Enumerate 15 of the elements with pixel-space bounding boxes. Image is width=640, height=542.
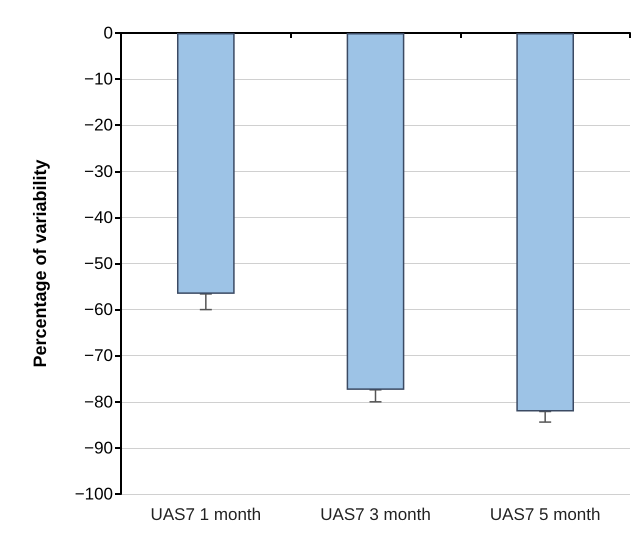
y-tick-label: −90 <box>84 438 113 458</box>
y-tick-label: −20 <box>84 116 113 135</box>
y-axis-title: Percentage of variability <box>30 159 50 368</box>
y-tick-label: −80 <box>84 392 113 412</box>
y-tick-label: −50 <box>84 254 113 273</box>
y-tick-label: −100 <box>74 484 113 504</box>
y-tick-label: −70 <box>84 346 113 366</box>
x-tick-label: UAS7 1 month <box>150 505 262 524</box>
y-tick-label: −30 <box>84 162 113 181</box>
x-tick-label: UAS7 3 month <box>320 505 431 524</box>
x-tick-label: UAS7 5 month <box>490 505 600 524</box>
y-tick-label: −10 <box>84 70 113 89</box>
y-tick-label: −40 <box>84 208 113 227</box>
y-tick-label: 0 <box>104 24 113 42</box>
y-tick-label: −60 <box>84 300 113 320</box>
